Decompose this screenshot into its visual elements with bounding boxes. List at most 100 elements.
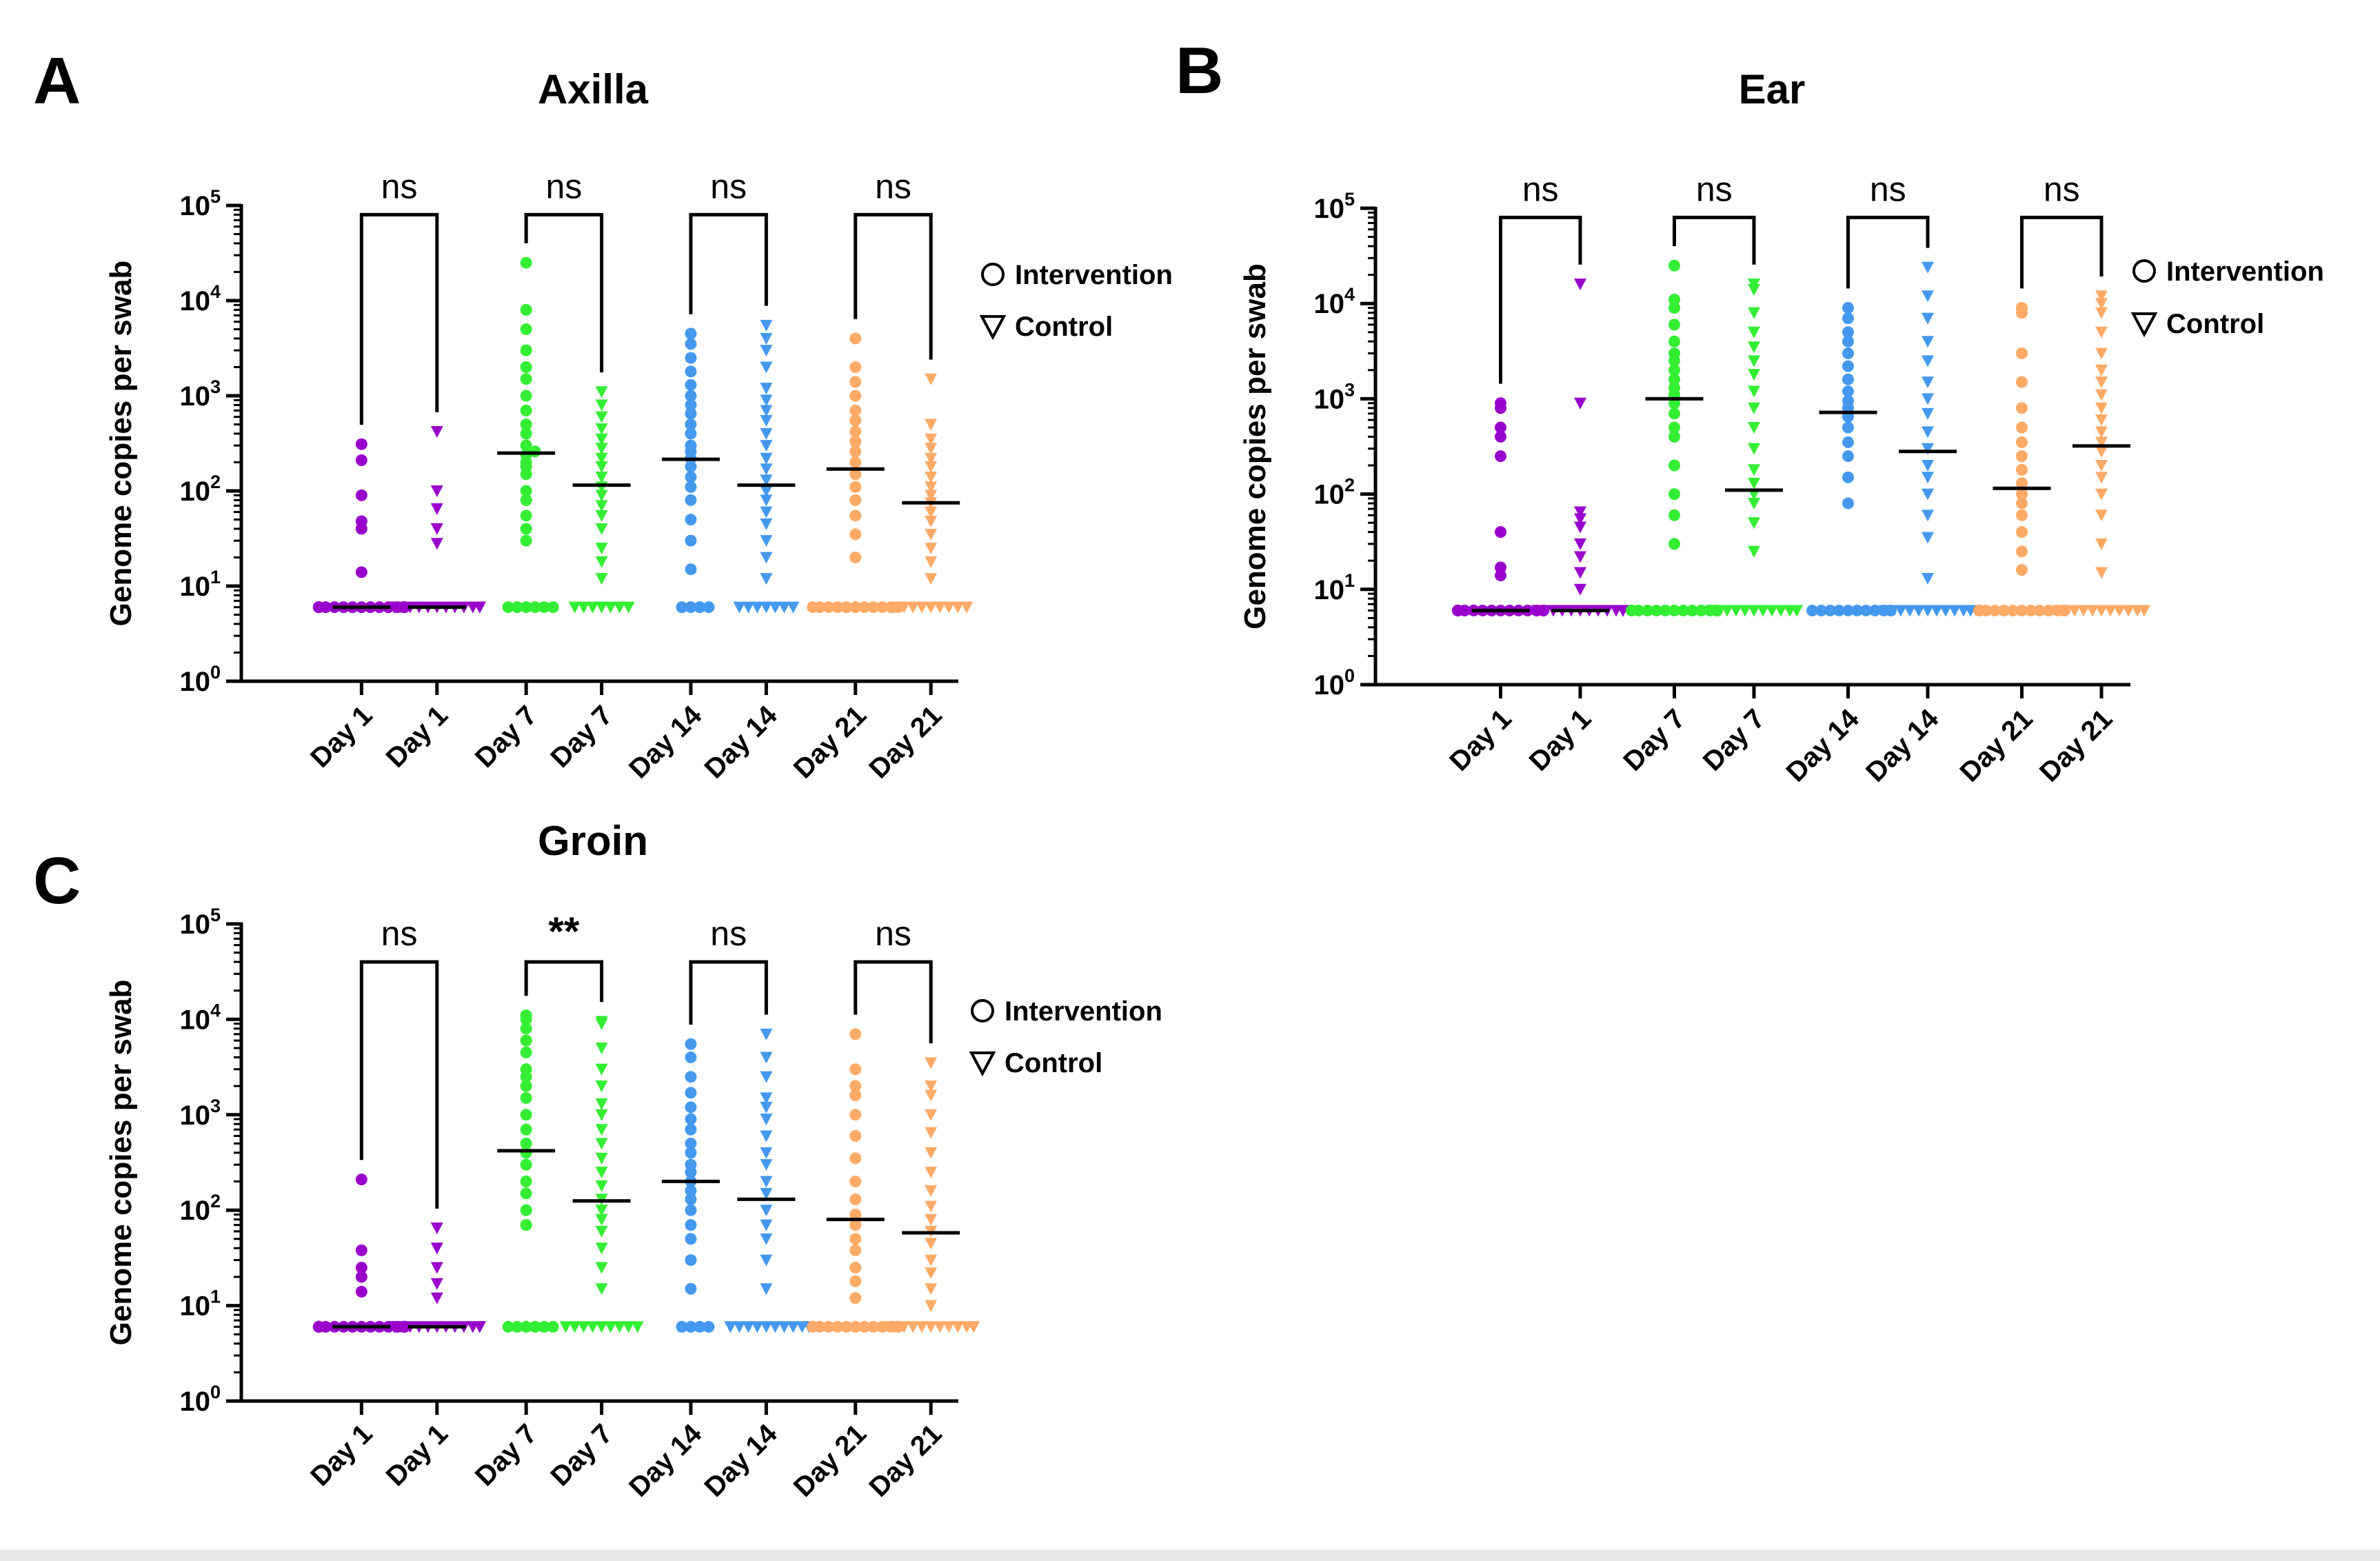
data-point-control bbox=[760, 1114, 773, 1126]
data-point-control bbox=[925, 1267, 938, 1280]
data-point-intervention bbox=[849, 551, 862, 563]
data-point-control bbox=[1791, 605, 1803, 617]
data-point-intervention bbox=[1668, 459, 1680, 472]
data-point-intervention bbox=[1842, 385, 1854, 397]
panel-letter: C bbox=[33, 844, 81, 918]
data-point-control bbox=[586, 601, 599, 614]
significance-label: ns bbox=[710, 167, 747, 205]
data-point-intervention bbox=[849, 456, 862, 468]
data-point-intervention bbox=[2016, 436, 2028, 448]
data-point-control bbox=[1922, 312, 1934, 325]
data-point-control bbox=[595, 411, 608, 423]
x-tick-label: Day 14 bbox=[1860, 703, 1945, 788]
data-point-intervention bbox=[849, 1193, 862, 1205]
data-point-intervention bbox=[849, 1109, 862, 1121]
data-point-control bbox=[760, 573, 773, 585]
data-point-control bbox=[1922, 336, 1934, 348]
data-point-intervention bbox=[849, 445, 862, 458]
data-point-intervention bbox=[1495, 421, 1506, 434]
data-point-control bbox=[631, 1321, 644, 1333]
significance-bracket bbox=[524, 212, 604, 373]
data-point-intervention bbox=[858, 1320, 871, 1333]
legend-label-control: Control bbox=[1005, 1048, 1102, 1078]
y-tick-label: 102 bbox=[179, 472, 221, 507]
data-point-intervention bbox=[1869, 604, 1881, 616]
data-point-intervention bbox=[355, 1244, 367, 1256]
data-point-control bbox=[1748, 464, 1760, 476]
data-point-control bbox=[1748, 278, 1760, 290]
x-tick-label: Day 7 bbox=[1697, 703, 1771, 777]
data-point-intervention bbox=[849, 1209, 862, 1221]
data-point-intervention bbox=[1842, 436, 1854, 448]
data-point-control bbox=[760, 414, 773, 427]
data-point-control bbox=[595, 601, 608, 614]
data-point-intervention bbox=[685, 1087, 697, 1099]
x-tick-label: Day 7 bbox=[470, 700, 543, 774]
x-tick-label: Day 7 bbox=[545, 1418, 618, 1492]
data-point-control bbox=[1574, 521, 1586, 534]
data-point-intervention bbox=[849, 414, 862, 427]
data-point-intervention bbox=[849, 1275, 862, 1287]
data-point-intervention bbox=[1495, 450, 1506, 463]
data-point-intervention bbox=[685, 601, 697, 614]
data-point-control bbox=[925, 419, 938, 431]
data-point-intervention bbox=[1495, 526, 1506, 538]
data-point-control bbox=[925, 1254, 938, 1267]
data-point-intervention bbox=[355, 489, 367, 501]
data-point-intervention bbox=[849, 1152, 862, 1165]
data-point-intervention bbox=[1860, 604, 1872, 616]
data-point-control bbox=[1748, 402, 1760, 414]
data-point-intervention bbox=[685, 1193, 697, 1205]
data-point-control bbox=[2095, 605, 2108, 617]
data-point-control bbox=[595, 543, 608, 555]
data-point-control bbox=[586, 1321, 599, 1333]
data-point-intervention bbox=[355, 1285, 367, 1298]
data-point-control bbox=[2095, 389, 2108, 401]
data-point-control bbox=[2095, 402, 2108, 414]
data-point-control bbox=[622, 1321, 635, 1333]
x-tick-label: Day 7 bbox=[470, 1418, 543, 1492]
data-point-intervention bbox=[685, 1158, 697, 1171]
data-point-intervention bbox=[685, 471, 697, 483]
data-point-control bbox=[1748, 477, 1760, 490]
legend-triangle-icon bbox=[2130, 312, 2158, 338]
data-point-control bbox=[760, 463, 773, 476]
data-point-intervention bbox=[1842, 471, 1854, 483]
data-point-control bbox=[925, 1127, 938, 1139]
data-point-control bbox=[595, 1180, 608, 1192]
data-point-control bbox=[568, 1321, 581, 1333]
panel-letter: B bbox=[1176, 34, 1223, 108]
data-point-intervention bbox=[685, 365, 697, 378]
data-point-intervention bbox=[823, 1320, 835, 1333]
data-point-control bbox=[778, 1321, 791, 1333]
data-point-control bbox=[1617, 605, 1629, 617]
data-point-control bbox=[925, 528, 938, 541]
data-point-intervention bbox=[676, 601, 688, 614]
data-point-control bbox=[751, 601, 764, 614]
y-tick-label: 103 bbox=[179, 376, 221, 412]
data-point-control bbox=[595, 500, 608, 512]
data-point-intervention bbox=[1668, 509, 1680, 521]
data-point-intervention bbox=[849, 1130, 862, 1142]
data-point-intervention bbox=[2043, 604, 2055, 616]
data-point-control bbox=[2104, 605, 2117, 617]
data-point-control bbox=[760, 1254, 773, 1267]
data-point-control bbox=[760, 1233, 773, 1245]
data-point-control bbox=[1748, 385, 1760, 398]
y-tick-label: 105 bbox=[179, 905, 221, 940]
data-point-control bbox=[760, 405, 773, 417]
significance-label: ns bbox=[875, 167, 911, 205]
data-point-intervention bbox=[1642, 604, 1653, 616]
data-point-intervention bbox=[1842, 326, 1854, 339]
data-point-control bbox=[925, 543, 938, 555]
data-point-intervention bbox=[1842, 302, 1854, 314]
significance-label: ns bbox=[2044, 170, 2080, 208]
data-point-intervention bbox=[685, 1233, 697, 1245]
data-point-control bbox=[595, 471, 608, 483]
data-point-intervention bbox=[1668, 319, 1680, 331]
data-point-control bbox=[742, 601, 755, 614]
data-point-control bbox=[2095, 445, 2108, 458]
data-point-intervention bbox=[867, 1320, 880, 1333]
data-point-intervention bbox=[685, 419, 697, 431]
